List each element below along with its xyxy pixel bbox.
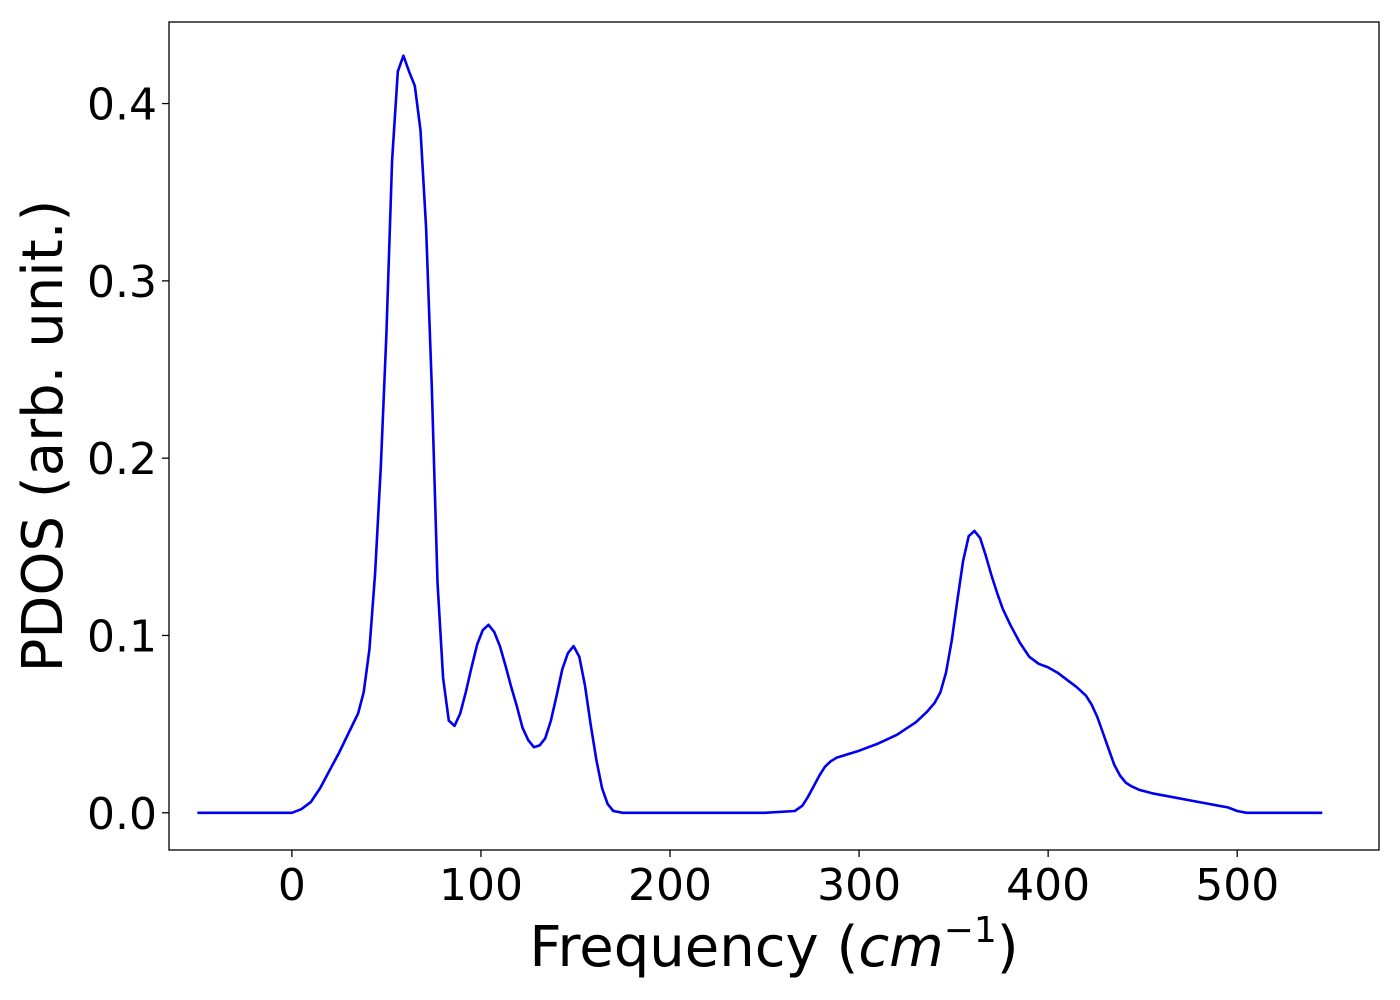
x-tick-label: 500 (1195, 860, 1279, 911)
x-tick-label: 100 (439, 860, 523, 911)
y-tick-label: 0.3 (87, 257, 157, 308)
y-tick-label: 0.0 (87, 789, 157, 840)
x-tick-label: 300 (817, 860, 901, 911)
x-axis-label: Frequency (cm−1) (529, 910, 1018, 980)
y-axis-ticks: 0.0 0.1 0.2 0.3 0.4 (87, 80, 169, 840)
plot-frame (168, 21, 1380, 851)
x-tick-label: 0 (278, 860, 306, 911)
pdos-curve (197, 54, 1323, 815)
y-tick-label: 0.2 (87, 434, 157, 485)
x-tick-label: 400 (1006, 860, 1090, 911)
x-axis-ticks: 0 100 200 300 400 500 (278, 850, 1279, 911)
y-tick-label: 0.4 (87, 80, 157, 131)
y-tick-label: 0.1 (87, 611, 157, 662)
y-axis-label: PDOS (arb. unit.) (11, 200, 76, 673)
x-tick-label: 200 (628, 860, 712, 911)
